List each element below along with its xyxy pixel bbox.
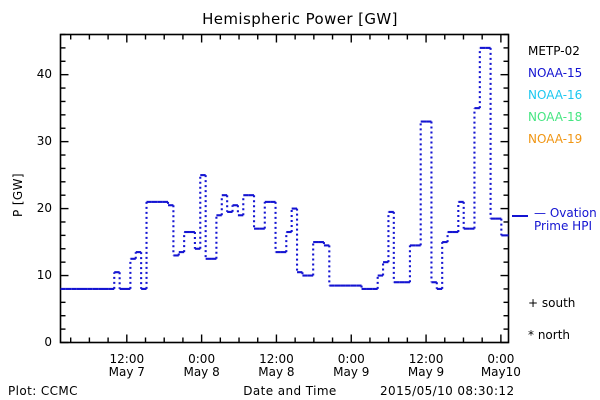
y-tick-labels: 0 10 20 30 40 (20, 0, 52, 400)
x-tick-label: 12:00 May 8 (236, 351, 316, 379)
y-tick-label: 20 (36, 200, 52, 215)
legend-item-noaa-16: NOAA-16 (528, 88, 583, 102)
x-tick-label: 0:00 May 8 (162, 351, 242, 379)
y-tick-label: 40 (36, 66, 52, 81)
chart-title: Hemispheric Power [GW] (202, 10, 398, 28)
plot-credit: Plot: CCMC (8, 384, 78, 398)
x-tick-label: 12:00 May 7 (87, 351, 167, 379)
x-tick-date: May 9 (333, 364, 370, 379)
x-axis-label: Date and Time (243, 384, 337, 398)
x-tick-label: 0:00 May10 (461, 351, 541, 379)
x-tick-date: May 9 (407, 364, 445, 379)
x-tick-time: 0:00 (188, 351, 216, 366)
legend-item-noaa-15: NOAA-15 (528, 66, 583, 80)
x-tick-date: May10 (480, 364, 521, 379)
y-tick-label: 10 (36, 267, 52, 282)
tick-marks (60, 33, 509, 344)
legend-item-noaa-19: NOAA-19 (528, 132, 583, 146)
y-tick-label: 0 (44, 334, 52, 349)
x-tick-date: May 7 (108, 364, 145, 379)
x-tick-time: 12:00 (259, 351, 294, 366)
x-tick-time: 0:00 (487, 351, 515, 366)
ovation-legend-dash (512, 215, 528, 217)
x-tick-date: May 8 (258, 364, 295, 379)
marker-legend-south: + south (528, 296, 576, 310)
x-tick-label: 0:00 May 9 (311, 351, 391, 379)
x-tick-label: 12:00 May 9 (386, 351, 466, 379)
axes-frame (59, 33, 510, 344)
timestamp: 2015/05/10 08:30:12 (380, 384, 515, 398)
legend-item-metp-02: METP-02 (528, 44, 580, 58)
x-tick-time: 12:00 (109, 351, 145, 366)
y-tick-label: 30 (36, 133, 52, 148)
x-tick-time: 12:00 (408, 351, 444, 366)
ovation-legend-label: — Ovation Prime HPI (534, 206, 597, 233)
marker-legend-north: * north (528, 328, 571, 342)
x-tick-date: May 8 (183, 364, 220, 379)
x-tick-time: 0:00 (337, 351, 365, 366)
legend-item-noaa-18: NOAA-18 (528, 110, 583, 124)
ovation-prime-hpi-trace (60, 46, 509, 290)
